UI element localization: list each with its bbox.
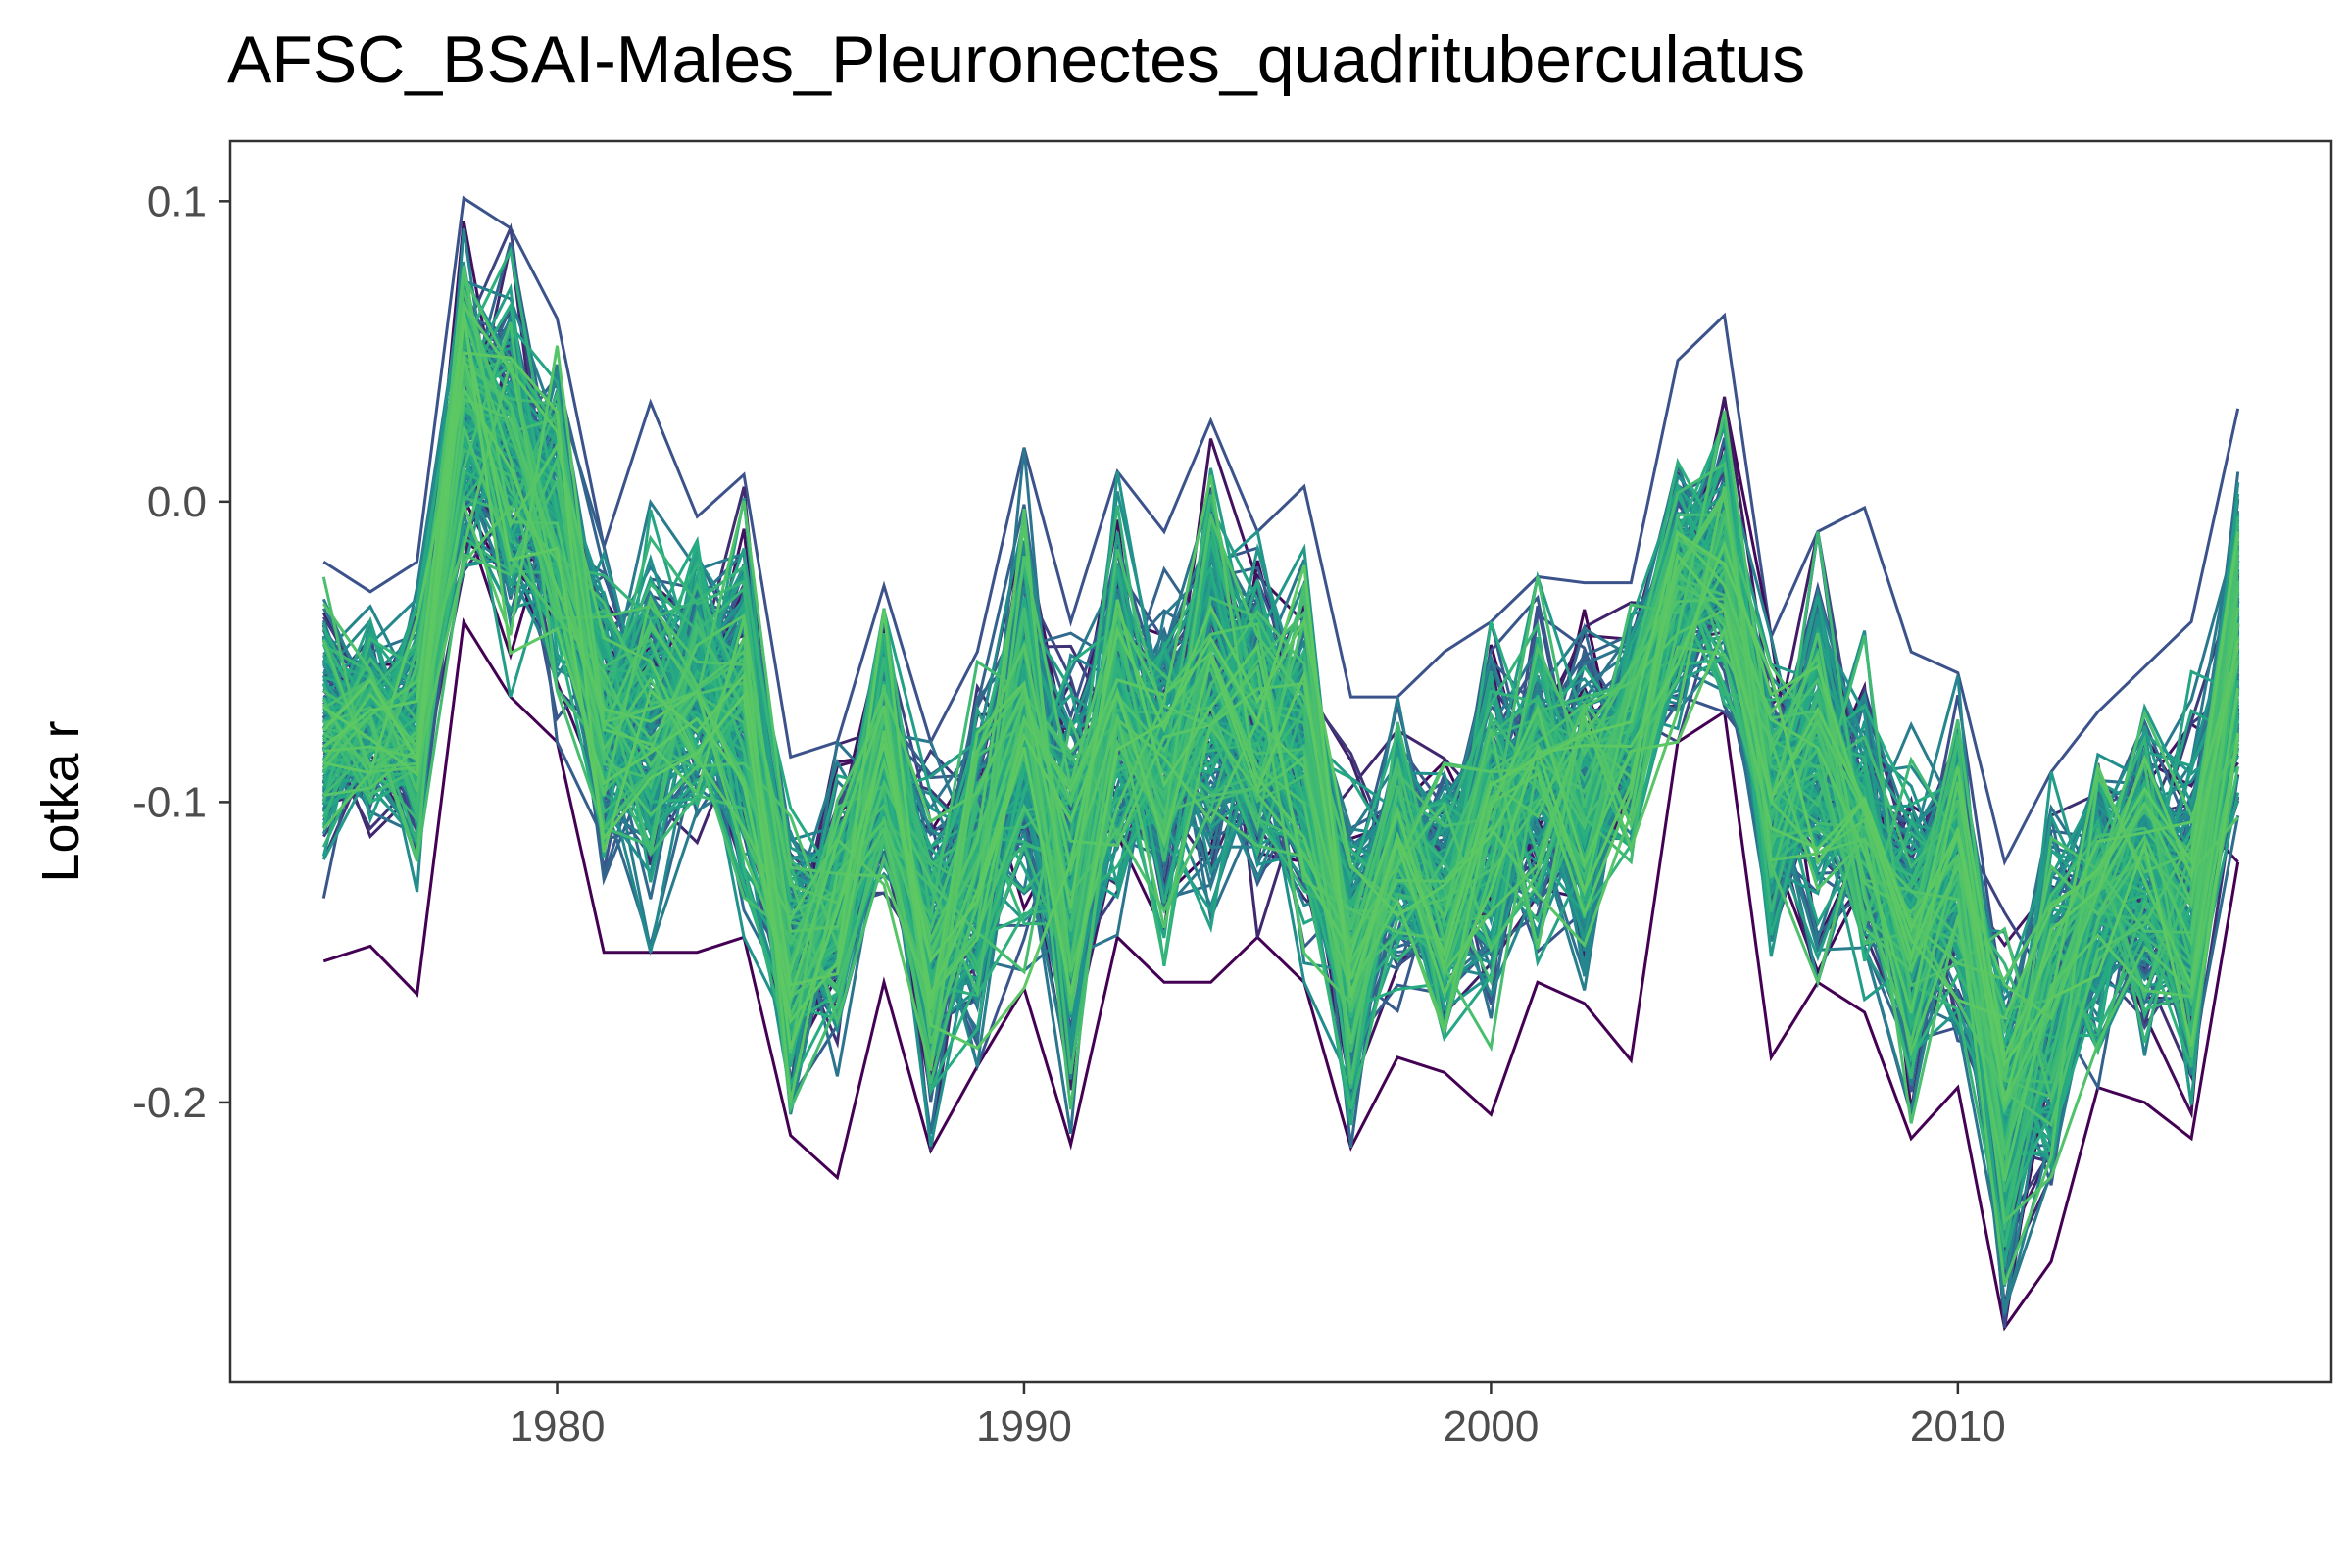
- series-line: [322, 358, 2239, 1124]
- series-line-lower-extreme: [322, 617, 2240, 1332]
- series-line: [321, 396, 2240, 1286]
- series-line: [322, 447, 2240, 1157]
- x-tick-label: 1990: [976, 1402, 1072, 1450]
- x-axis: 1980 1990 2000 2010: [510, 1382, 2006, 1450]
- y-tick-label: 0.1: [147, 177, 207, 225]
- series-line: [322, 270, 2240, 1175]
- series-line: [322, 368, 2240, 1222]
- y-tick-label: -0.1: [132, 778, 207, 826]
- x-tick-label: 2010: [1910, 1402, 2006, 1450]
- y-tick-label: -0.2: [132, 1079, 207, 1127]
- series-line: [322, 318, 2240, 1068]
- series-line: [322, 351, 2240, 1102]
- x-tick-label: 1980: [510, 1402, 606, 1450]
- y-axis: 0.1 0.0 -0.1 -0.2: [132, 177, 230, 1127]
- series-line: [322, 375, 2240, 1148]
- series-line: [321, 289, 2240, 1100]
- series-line: [322, 311, 2240, 1051]
- chart-title: AFSC_BSAI-Males_Pleuronectes_quadrituber…: [227, 23, 1806, 97]
- x-tick-label: 2000: [1443, 1402, 1539, 1450]
- plot-panel-border: [228, 139, 2333, 1384]
- series-line: [322, 361, 2240, 1080]
- y-axis-title: Lotka r: [31, 720, 90, 882]
- series-line-upper-extreme: [322, 195, 2240, 866]
- series-line: [323, 301, 2240, 1109]
- series-line: [323, 345, 2240, 1182]
- series-lines-group: [321, 195, 2240, 1332]
- y-tick-label: 0.0: [147, 478, 207, 526]
